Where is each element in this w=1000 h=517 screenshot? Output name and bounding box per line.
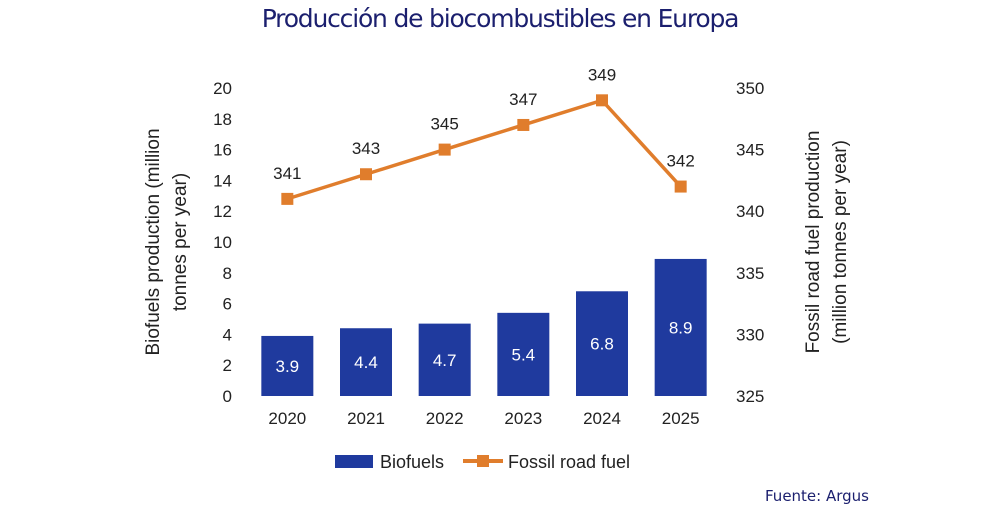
bar-data-label: 5.4: [512, 345, 536, 364]
line-fossil-road-fuel: [286, 98, 682, 201]
legend-swatch-fossil-marker: [477, 455, 489, 467]
y-left-tick-label: 6: [223, 295, 232, 314]
line-data-label: 349: [588, 65, 616, 84]
line-data-label: 342: [666, 152, 694, 171]
x-tick-label: 2025: [662, 409, 700, 428]
y-left-axis-title-line: Biofuels production (million: [143, 128, 164, 355]
legend-swatch-biofuels: [335, 455, 373, 468]
y-left-axis-title-line: tonnes per year): [170, 173, 191, 311]
x-tick-label: 2024: [583, 409, 621, 428]
line-data-label: 343: [352, 139, 380, 158]
y-left-tick-label: 14: [213, 171, 232, 190]
y-left-tick-label: 12: [213, 202, 232, 221]
x-tick-label: 2020: [268, 409, 306, 428]
y-left-tick-label: 0: [223, 387, 232, 406]
legend-label-biofuels: Biofuels: [380, 452, 444, 472]
y-right-tick-label: 335: [736, 264, 764, 283]
line-point-fossil-road-fuel: [438, 143, 451, 156]
line-point-fossil-road-fuel: [674, 180, 687, 193]
line-data-label: 345: [430, 115, 458, 134]
bar-biofuels: [497, 312, 550, 396]
bar-biofuels: [418, 323, 471, 396]
y-left-tick-label: 2: [223, 356, 232, 375]
line-data-label: 347: [509, 90, 537, 109]
x-tick-label: 2021: [347, 409, 385, 428]
line-point-fossil-road-fuel: [596, 94, 608, 107]
bar-biofuels: [261, 335, 314, 396]
bar-data-label: 8.9: [669, 318, 693, 337]
y-right-tick-label: 325: [736, 387, 764, 406]
bar-biofuels: [340, 328, 392, 396]
line-point-fossil-road-fuel: [517, 118, 530, 131]
line-data-label: 341: [273, 164, 301, 183]
x-tick-label: 2022: [426, 409, 464, 428]
bar-data-label: 6.8: [590, 335, 614, 354]
x-tick-label: 2023: [504, 409, 542, 428]
bar-data-label: 4.7: [433, 351, 457, 370]
y-left-tick-label: 20: [213, 79, 232, 98]
bar-biofuels: [576, 291, 628, 396]
y-right-tick-label: 350: [736, 79, 764, 98]
chart-title: Producción de biocombustibles en Europa: [261, 4, 740, 33]
bar-biofuels: [654, 258, 707, 396]
y-left-tick-label: 4: [223, 325, 232, 344]
line-point-fossil-road-fuel: [281, 192, 294, 205]
source-note: Fuente: Argus: [765, 487, 869, 505]
y-right-axis-title-line: Fossil road fuel production: [803, 131, 824, 354]
y-right-tick-label: 330: [736, 325, 764, 344]
y-left-tick-label: 18: [213, 110, 232, 129]
bar-data-label: 3.9: [276, 357, 300, 376]
y-left-axis-title: Biofuels production (million tonnes per y…: [143, 128, 191, 355]
line-point-fossil-road-fuel: [360, 168, 372, 181]
y-right-axis-title-line: (million tonnes per year): [830, 140, 851, 344]
legend-label-fossil-road-fuel: Fossil road fuel: [508, 452, 630, 472]
bar-data-label: 4.4: [354, 353, 378, 372]
y-right-axis-title: Fossil road fuel production (million tonn…: [803, 131, 851, 354]
y-left-tick-label: 8: [223, 264, 232, 283]
y-left-tick-label: 16: [213, 141, 232, 160]
y-left-tick-label: 10: [213, 233, 232, 252]
y-right-tick-label: 340: [736, 202, 764, 221]
y-right-tick-label: 345: [736, 141, 764, 160]
